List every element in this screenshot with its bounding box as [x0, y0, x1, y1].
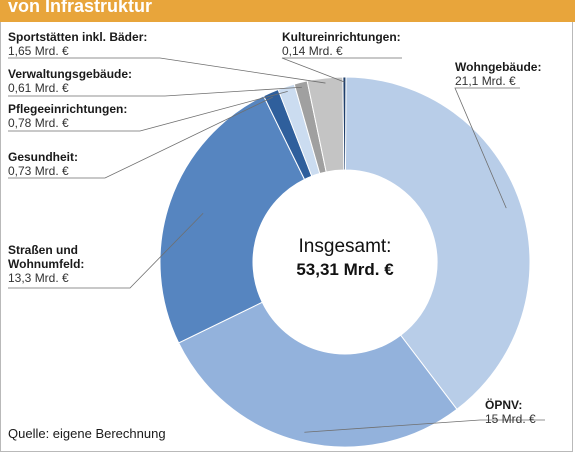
source-note: Quelle: eigene Berechnung [8, 426, 166, 441]
label-pflegeeinrichtungen: Pflegeeinrichtungen: 0,78 Mrd. € [8, 102, 128, 130]
slice-kultureinrichtungen [342, 76, 347, 171]
chart-title: von Infrastruktur [8, 0, 153, 16]
leader-line [8, 212, 204, 289]
slice-straßen-und-wohnumfeld [159, 95, 306, 344]
slice-öpnv [177, 301, 458, 448]
label-sportstaetten: Sportstätten inkl. Bäder: 1,65 Mrd. € [8, 30, 148, 58]
leader-line [281, 57, 402, 83]
center-total-value: 53,31 Mrd. € [296, 260, 394, 279]
header-bar: von Infrastruktur [0, 0, 575, 22]
slice-wohngebäude [344, 76, 531, 411]
label-verwaltungsgebaeude: Verwaltungsgebäude: 0,61 Mrd. € [8, 67, 133, 95]
leader-line [8, 86, 302, 97]
center-total-label: Insgesamt: [298, 236, 392, 257]
leader-line [454, 87, 520, 209]
leader-line [8, 90, 288, 132]
label-strassen: Straßen und Wohnumfeld: 13,3 Mrd. € [8, 243, 85, 285]
label-oepnv: ÖPNV: 15 Mrd. € [485, 398, 536, 426]
leader-line [304, 419, 545, 433]
label-wohngebaeude: Wohngebäude: 21,1 Mrd. € [455, 60, 542, 88]
leader-line [8, 57, 326, 84]
leader-line [8, 96, 273, 179]
label-gesundheit: Gesundheit: 0,73 Mrd. € [8, 150, 79, 178]
label-kultureinrichtungen: Kultureinrichtungen: 0,14 Mrd. € [282, 30, 401, 58]
